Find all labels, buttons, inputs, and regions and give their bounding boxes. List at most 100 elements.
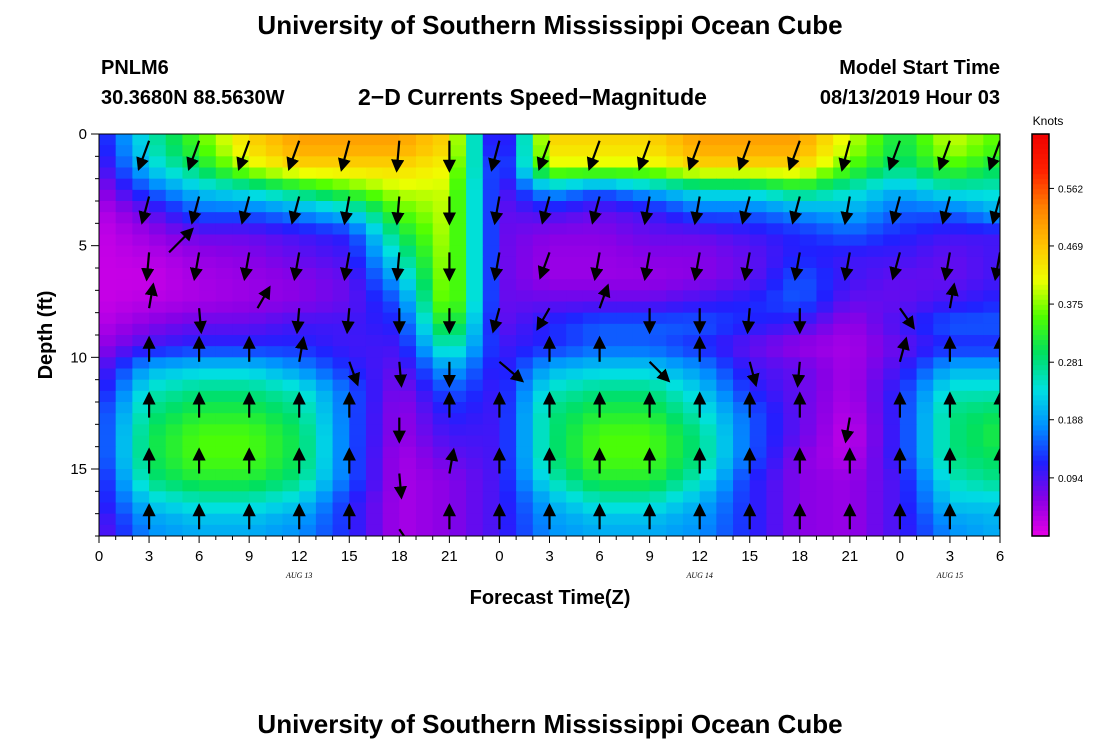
colorbar-segment: [1032, 375, 1049, 381]
heatmap-cell: [215, 167, 234, 180]
heatmap-cell: [315, 212, 334, 224]
heatmap-cell: [699, 402, 717, 414]
heatmap-cell: [466, 167, 484, 180]
heatmap-cell: [265, 156, 284, 169]
heatmap-cell: [199, 245, 217, 258]
heatmap-cell: [649, 312, 667, 325]
heatmap-cell: [883, 268, 901, 280]
heatmap-cell: [799, 524, 818, 536]
heatmap-cell: [299, 312, 317, 325]
heatmap-cell: [649, 357, 667, 370]
heatmap-cell: [666, 323, 684, 336]
heatmap-cell: [299, 268, 317, 280]
heatmap-cell: [866, 457, 884, 470]
heatmap-cell: [966, 156, 984, 169]
heatmap-cell: [716, 145, 734, 157]
heatmap-cell: [365, 402, 384, 414]
heatmap-cell: [215, 156, 234, 169]
heatmap-cell: [432, 167, 450, 180]
heatmap-cell: [332, 402, 350, 414]
heatmap-cell: [966, 335, 984, 347]
heatmap-cell: [899, 424, 918, 437]
colorbar-segment: [1032, 204, 1049, 210]
heatmap-cell: [883, 424, 901, 437]
heatmap-cell: [916, 435, 934, 448]
heatmap-cell: [182, 368, 200, 381]
heatmap-cell: [449, 402, 467, 414]
heatmap-cell: [215, 413, 234, 425]
model-start-label: Model Start Time: [839, 57, 1000, 79]
heatmap-cell: [249, 245, 267, 258]
heatmap-cell: [866, 167, 884, 180]
heatmap-cell: [682, 457, 701, 470]
heatmap-cell: [165, 469, 184, 481]
heatmap-cell: [682, 335, 701, 347]
heatmap-cell: [499, 390, 517, 403]
heatmap-cell: [466, 446, 484, 459]
heatmap-cell: [749, 256, 768, 269]
heatmap-cell: [632, 390, 651, 403]
heatmap-cell: [799, 335, 818, 347]
heatmap-cell: [182, 413, 200, 425]
heatmap-cell: [766, 178, 784, 191]
heatmap-cell: [549, 457, 567, 470]
x-tick-label: 18: [791, 548, 808, 565]
heatmap-cell: [516, 435, 534, 448]
heatmap-cell: [699, 268, 717, 280]
heatmap-cell: [249, 234, 267, 247]
heatmap-cell: [232, 312, 250, 325]
heatmap-cell: [449, 301, 467, 314]
heatmap-cell: [165, 156, 184, 169]
heatmap-cell: [616, 312, 634, 325]
heatmap-cell: [449, 424, 467, 437]
heatmap-cell: [449, 156, 467, 169]
heatmap-cell: [733, 201, 751, 213]
heatmap-cell: [532, 323, 551, 336]
heatmap-cell: [983, 413, 1000, 425]
heatmap-cell: [649, 234, 667, 247]
heatmap-cell: [265, 268, 284, 280]
heatmap-cell: [799, 312, 818, 325]
heatmap-cell: [883, 212, 901, 224]
heatmap-cell: [849, 413, 868, 425]
heatmap-cell: [749, 234, 768, 247]
heatmap-cell: [99, 424, 117, 437]
heatmap-cell: [766, 201, 784, 213]
heatmap-cell: [649, 424, 667, 437]
heatmap-cell: [833, 446, 851, 459]
heatmap-cell: [99, 368, 117, 381]
current-arrow: [288, 196, 302, 225]
heatmap-cell: [799, 491, 818, 504]
heatmap-cell: [599, 201, 617, 213]
heatmap-cell: [466, 368, 484, 381]
heatmap-cell: [265, 457, 284, 470]
heatmap-cell: [365, 424, 384, 437]
heatmap-cell: [449, 145, 467, 157]
heatmap-cell: [315, 513, 334, 526]
heatmap-cell: [549, 201, 567, 213]
colorbar-segment: [1032, 269, 1049, 276]
heatmap-cell: [315, 145, 334, 157]
heatmap-cell: [883, 491, 901, 504]
heatmap-cell: [783, 502, 801, 515]
heatmap-cell: [132, 245, 150, 258]
heatmap-cell: [816, 279, 834, 291]
heatmap-cell: [99, 201, 117, 213]
heatmap-cell: [883, 201, 901, 213]
heatmap-cell: [432, 491, 450, 504]
heatmap-cell: [299, 323, 317, 336]
heatmap-cell: [766, 312, 784, 325]
heatmap-cell: [582, 480, 601, 492]
heatmap-cell: [816, 491, 834, 504]
heatmap-cell: [282, 346, 300, 358]
current-arrow: [889, 252, 903, 281]
heatmap-cell: [632, 134, 651, 146]
colorbar-segment: [1032, 189, 1049, 195]
heatmap-cell: [149, 346, 167, 358]
heatmap-cell: [833, 502, 851, 515]
heatmap-cell: [566, 312, 584, 325]
heatmap-cell: [549, 357, 567, 370]
heatmap-cell: [149, 379, 167, 392]
heatmap-cell: [249, 189, 267, 202]
heatmap-cell: [983, 212, 1000, 224]
